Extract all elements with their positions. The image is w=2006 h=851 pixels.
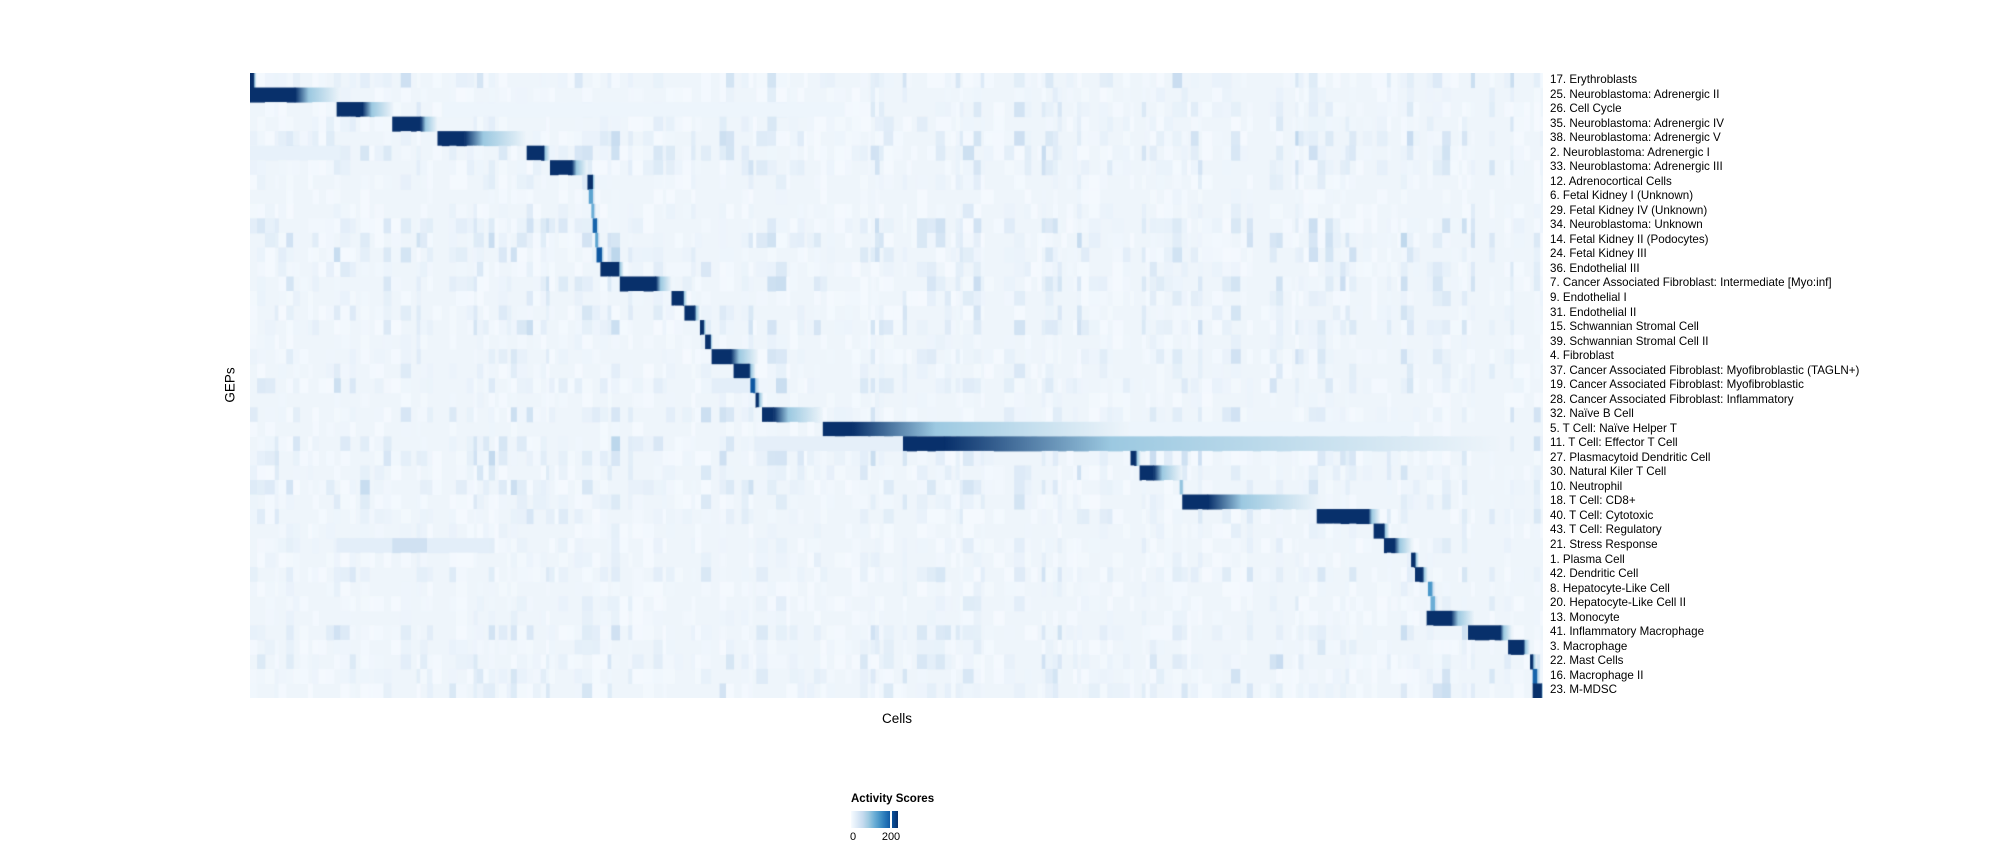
gep-row-label: 23. M-MDSC [1550, 683, 1617, 697]
gep-row-label: 14. Fetal Kidney II (Podocytes) [1550, 232, 1709, 246]
gep-row-label: 13. Monocyte [1550, 610, 1620, 624]
colorbar-tick-200 [889, 811, 892, 828]
gep-row-label: 22. Mast Cells [1550, 654, 1624, 668]
gep-row-label: 18. T Cell: CD8+ [1550, 494, 1636, 508]
gep-row-label: 39. Schwannian Stromal Cell II [1550, 334, 1709, 348]
gep-row-label: 24. Fetal Kidney III [1550, 247, 1647, 261]
gep-row-label: 5. T Cell: Naïve Helper T [1550, 421, 1677, 435]
gep-row-label: 4. Fibroblast [1550, 349, 1614, 363]
gep-row-label: 37. Cancer Associated Fibroblast: Myofib… [1550, 363, 1860, 377]
colorbar [851, 811, 898, 828]
gep-row-label: 15. Schwannian Stromal Cell [1550, 320, 1699, 334]
row-labels: 17. Erythroblasts 25. Neuroblastoma: Adre… [1550, 73, 2006, 698]
gep-row-label: 17. Erythroblasts [1550, 73, 1637, 86]
gep-row-label: 38. Neuroblastoma: Adrenergic V [1550, 131, 1721, 145]
gep-row-label: 43. T Cell: Regulatory [1550, 523, 1662, 537]
gep-row-label: 35. Neuroblastoma: Adrenergic IV [1550, 116, 1725, 130]
gep-row-label: 7. Cancer Associated Fibroblast: Interme… [1550, 276, 1832, 290]
gep-row-label: 12. Adrenocortical Cells [1550, 174, 1672, 188]
gep-row-label: 32. Naïve B Cell [1550, 407, 1634, 421]
gep-row-label: 28. Cancer Associated Fibroblast: Inflam… [1550, 392, 1794, 406]
gep-row-label: 3. Macrophage [1550, 639, 1628, 653]
colorbar-min-label: 0 [849, 831, 857, 843]
colorbar-max-label: 200 [881, 831, 901, 843]
gep-row-label: 41. Inflammatory Macrophage [1550, 625, 1705, 639]
gep-row-label: 31. Endothelial II [1550, 305, 1637, 319]
gep-row-label: 29. Fetal Kidney IV (Unknown) [1550, 203, 1708, 217]
legend: Activity Scores 0 200 [849, 793, 1011, 845]
gep-row-label: 1. Plasma Cell [1550, 552, 1625, 566]
gep-row-label: 33. Neuroblastoma: Adrenergic III [1550, 160, 1723, 174]
gep-row-label: 20. Hepatocyte-Like Cell II [1550, 596, 1686, 610]
gep-row-label: 40. T Cell: Cytotoxic [1550, 508, 1654, 522]
gep-row-label: 30. Natural Kiler T Cell [1550, 465, 1667, 479]
gep-row-label: 16. Macrophage II [1550, 668, 1644, 682]
gep-row-label: 9. Endothelial I [1550, 290, 1627, 304]
y-axis-label: GEPs [222, 367, 238, 403]
colorbar-tick-labels: 0 200 [849, 831, 911, 845]
legend-title: Activity Scores [851, 793, 935, 805]
gep-row-label: 21. Stress Response [1550, 538, 1658, 551]
gep-row-label: 34. Neuroblastoma: Unknown [1550, 218, 1703, 232]
gep-row-label: 10. Neutrophil [1550, 479, 1623, 493]
gep-row-label: 25. Neuroblastoma: Adrenergic II [1550, 87, 1720, 101]
gep-row-label: 27. Plasmacytoid Dendritic Cell [1550, 450, 1711, 464]
gep-row-label: 2. Neuroblastoma: Adrenergic I [1550, 145, 1710, 159]
gep-row-label: 26. Cell Cycle [1550, 102, 1622, 116]
heatmap [250, 73, 1543, 698]
x-axis-label: Cells [881, 711, 913, 726]
gep-row-label: 11. T Cell: Effector T Cell [1550, 436, 1678, 450]
gep-row-label: 36. Endothelial III [1550, 261, 1640, 275]
gep-row-label: 6. Fetal Kidney I (Unknown) [1550, 189, 1694, 203]
gep-row-label: 8. Hepatocyte-Like Cell [1550, 581, 1670, 595]
gep-row-label: 19. Cancer Associated Fibroblast: Myofib… [1550, 378, 1804, 392]
gep-row-label: 42. Dendritic Cell [1550, 567, 1639, 581]
